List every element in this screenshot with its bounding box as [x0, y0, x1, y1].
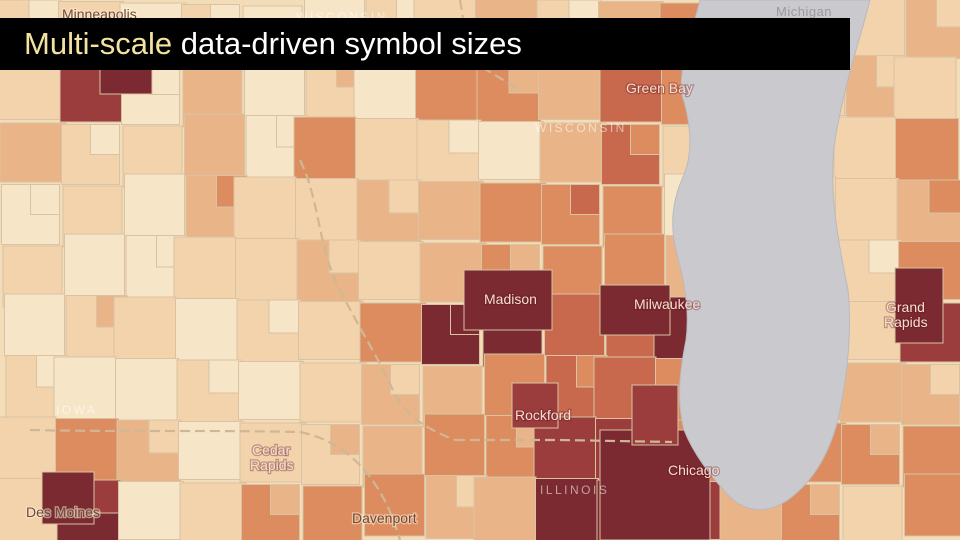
state-label-iowa: IOWA: [56, 403, 98, 417]
county: [810, 484, 840, 515]
county: [539, 122, 607, 183]
lake-michigan: [672, 0, 871, 511]
county: [238, 361, 304, 420]
county-metro: [631, 384, 679, 446]
county: [936, 0, 960, 28]
slide-title: Multi-scale data-driven symbol sizes: [24, 26, 522, 62]
city-label-milwaukee: Milwaukee: [634, 296, 700, 312]
county-metro: [41, 471, 95, 525]
county: [473, 476, 537, 540]
county: [544, 293, 605, 357]
state-label-wisconsin: WISCONSIN: [535, 121, 627, 135]
county: [630, 124, 660, 155]
city-label-des-moines: Des Moines: [26, 504, 100, 520]
title-bar: Multi-scale data-driven symbol sizes: [0, 18, 850, 70]
county: [64, 233, 125, 297]
county-metro: [599, 429, 711, 540]
city-label-chicago: Chicago: [668, 462, 720, 478]
county: [570, 184, 600, 215]
city-label-madison: Madison: [484, 291, 537, 307]
county: [833, 116, 897, 182]
state-label-michigan: Michigan: [776, 4, 832, 19]
county: [930, 364, 960, 395]
county: [328, 239, 362, 274]
county: [418, 181, 484, 240]
county: [293, 116, 357, 182]
county-metro: [463, 269, 553, 331]
county: [148, 419, 182, 454]
county: [239, 422, 307, 483]
county: [359, 302, 427, 363]
county: [175, 298, 239, 364]
county: [268, 299, 302, 334]
city-label-green-bay: Green Bay: [626, 80, 693, 96]
county: [124, 173, 185, 237]
county-metro: [511, 382, 559, 429]
state-label-illinois: ILLINOIS: [540, 483, 609, 497]
county-metro: [599, 284, 671, 336]
county: [233, 176, 297, 242]
county-metro: [894, 267, 944, 344]
county: [835, 178, 899, 244]
city-label-davenport: Davenport: [352, 510, 417, 526]
city-label-rockford: Rockford: [515, 407, 571, 423]
county: [299, 362, 367, 423]
county: [4, 293, 65, 357]
city-label-grand: Grand: [886, 299, 925, 315]
county: [302, 485, 363, 540]
county: [208, 359, 242, 394]
county: [479, 182, 547, 243]
county: [424, 413, 485, 477]
county: [115, 358, 179, 424]
county: [448, 119, 482, 154]
label-layer: Minneapolis Green Bay Madison Milwaukee …: [25, 4, 929, 527]
county: [235, 238, 299, 304]
county: [895, 118, 959, 184]
county: [184, 113, 245, 177]
county: [295, 178, 359, 244]
title-rest: data-driven symbol sizes: [172, 26, 522, 61]
county: [0, 416, 57, 482]
county: [173, 236, 237, 302]
wi-ia-border: [299, 159, 456, 442]
wi-il-border: [455, 438, 673, 444]
county: [179, 482, 247, 540]
county: [330, 424, 360, 455]
county: [535, 478, 599, 540]
county: [113, 296, 177, 362]
county: [0, 61, 64, 120]
county: [839, 362, 907, 423]
county: [842, 485, 903, 540]
county: [270, 484, 300, 515]
city-label-rapids-mi: Rapids: [884, 314, 928, 330]
county: [478, 121, 544, 180]
city-label-cedar: Cedar: [252, 442, 290, 458]
county: [904, 473, 960, 537]
county: [90, 124, 120, 155]
county: [870, 424, 900, 455]
county: [30, 184, 60, 215]
county: [893, 56, 957, 122]
county: [928, 179, 960, 214]
city-label-rapids-ia: Rapids: [250, 457, 294, 473]
title-highlight: Multi-scale: [24, 26, 173, 61]
county: [388, 179, 422, 214]
county: [355, 118, 419, 184]
county: [390, 364, 420, 395]
county: [118, 481, 184, 540]
county: [298, 301, 364, 360]
county: [358, 241, 424, 300]
county: [0, 122, 67, 183]
county: [538, 61, 604, 120]
